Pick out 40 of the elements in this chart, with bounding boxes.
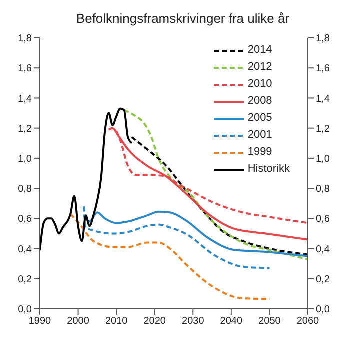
- x-tick-label: 2010: [105, 316, 128, 328]
- y2-tick-label: 0,0: [316, 304, 330, 316]
- legend-label: 2014: [248, 43, 272, 58]
- x-tick-label: 2020: [144, 316, 166, 328]
- y-tick-label: 1,0: [18, 154, 32, 165]
- y2-tick-label: 1,2: [316, 124, 330, 135]
- y-tick-label: 1,8: [18, 34, 32, 45]
- y2-tick-label: 1,4: [316, 94, 330, 105]
- y2-tick-label: 0,8: [316, 184, 330, 196]
- y-tick-label: 0,0: [18, 304, 32, 316]
- y2-tick-label: 0,2: [316, 274, 330, 286]
- y2-tick-label: 0,6: [316, 214, 330, 226]
- x-tick-label: 2040: [220, 316, 243, 328]
- legend-label: 2012: [248, 60, 272, 75]
- y-tick-label: 0,6: [18, 214, 32, 226]
- legend-label: Historikk: [248, 162, 290, 177]
- y-tick-label: 0,4: [18, 244, 32, 256]
- y2-tick-label: 1,8: [316, 34, 330, 45]
- x-tick-label: 2060: [296, 316, 320, 328]
- x-tick-label: 2030: [182, 316, 205, 328]
- legend-label: 1999: [248, 145, 272, 160]
- y-tick-label: 0,2: [18, 274, 32, 286]
- legend-label: 2008: [248, 94, 272, 109]
- y-tick-label: 0,8: [18, 184, 32, 196]
- y2-tick-label: 0,4: [316, 244, 330, 256]
- x-tick-label: 2000: [67, 316, 90, 328]
- line-series: [123, 109, 308, 260]
- line-series: [108, 127, 308, 241]
- y2-tick-label: 1,6: [316, 64, 330, 75]
- legend-label: 2001: [248, 128, 272, 143]
- y-tick-label: 1,4: [18, 94, 32, 105]
- y2-tick-label: 1,0: [316, 154, 330, 165]
- y-tick-label: 1,2: [18, 124, 32, 135]
- x-tick-label: 2050: [258, 316, 282, 328]
- y-tick-label: 1,6: [18, 64, 32, 75]
- x-tick-label: 1990: [28, 316, 52, 328]
- chart-title: Befolkningsframskrivinger fra ulike år: [75, 10, 291, 28]
- legend-label: 2005: [248, 111, 272, 126]
- legend-label: 2010: [248, 77, 272, 92]
- line-series: [40, 108, 133, 252]
